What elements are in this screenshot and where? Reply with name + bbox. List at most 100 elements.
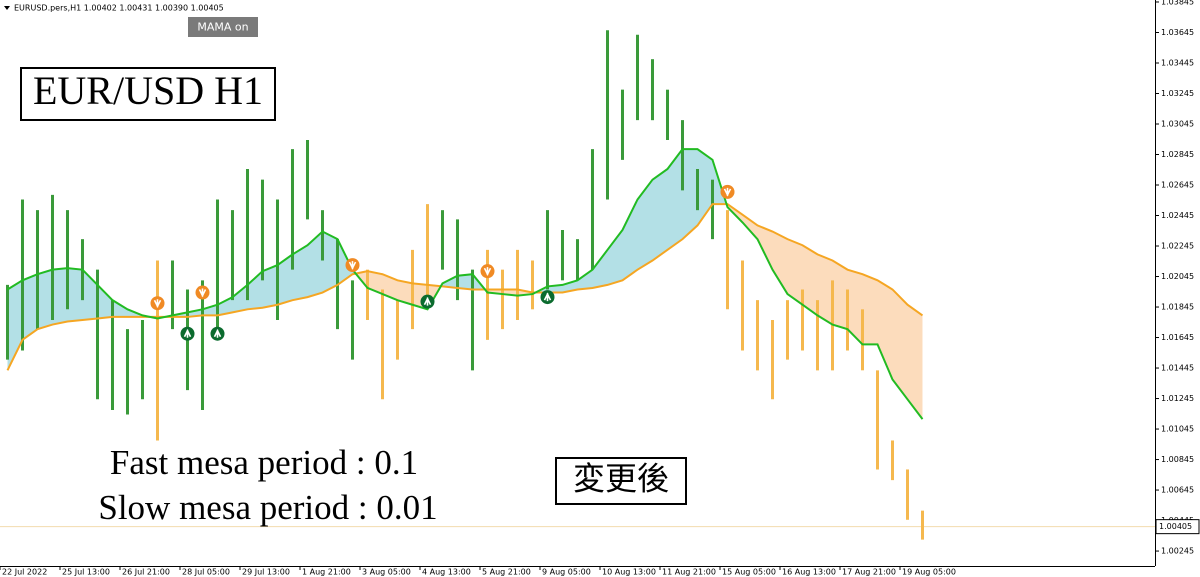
y-tick-label: 1.03245 [1161, 89, 1194, 98]
band-fill [787, 239, 803, 305]
y-tick-label: 1.01645 [1161, 333, 1194, 342]
band-fill [667, 149, 683, 250]
band-fill [277, 254, 293, 305]
y-tick-label: 1.03445 [1161, 58, 1194, 67]
band-fill [757, 225, 773, 270]
annotation: Slow mesa period : 0.01 [98, 488, 437, 527]
band-fill [337, 239, 353, 285]
x-tick-label: 28 Jul 05:00 [182, 568, 230, 577]
x-tick-label: 29 Jul 13:00 [242, 568, 290, 577]
signal-glyph [543, 292, 552, 302]
y-tick-label: 1.02245 [1161, 242, 1194, 251]
y-tick-label: 1.02045 [1161, 272, 1194, 281]
band-fill [592, 249, 608, 288]
last-price-box [1155, 519, 1200, 535]
x-tick-label: 15 Aug 05:00 [722, 568, 776, 577]
band-fill [322, 231, 338, 293]
x-tick-label: 17 Aug 21:00 [842, 568, 896, 577]
y-tick-label: 1.00245 [1161, 547, 1194, 556]
x-tick-label: 25 Jul 13:00 [62, 568, 110, 577]
band-fill [832, 260, 848, 330]
band-fill [7, 280, 23, 371]
band-fill [652, 168, 668, 261]
band-fill [307, 231, 323, 298]
band-fill [577, 269, 593, 290]
band-fill [907, 304, 923, 420]
band-fill [52, 268, 68, 325]
band-fill [742, 214, 758, 240]
band-fill [622, 199, 638, 281]
y-tick-label: 1.00845 [1161, 455, 1194, 464]
last-price-label: 1.00405 [1159, 522, 1192, 531]
band-fill [397, 280, 413, 305]
x-tick-label: 19 Aug 05:00 [902, 568, 956, 577]
band-fill [697, 149, 713, 226]
mama-button-label[interactable]: MAMA on [197, 21, 248, 34]
signal-glyph [153, 299, 162, 308]
band-fill [682, 149, 698, 240]
mama-button[interactable] [188, 17, 258, 37]
band-fill [97, 284, 113, 319]
band-fill [802, 245, 818, 316]
x-tick-label: 16 Aug 13:00 [782, 568, 836, 577]
y-tick-label: 1.03045 [1161, 119, 1194, 128]
band-fill [217, 297, 233, 316]
band-fill [772, 231, 788, 295]
x-tick-label: 10 Aug 13:00 [602, 568, 656, 577]
x-tick-label: 1 Aug 21:00 [302, 568, 351, 577]
band-fill [247, 271, 263, 310]
plot-area [0, 30, 1155, 540]
band-fill [367, 271, 383, 295]
band-fill [457, 274, 473, 290]
y-tick-label: 1.01045 [1161, 425, 1194, 434]
band-fill [292, 245, 308, 301]
y-tick-label: 1.01245 [1161, 394, 1194, 403]
x-tick-label: 4 Aug 13:00 [422, 568, 471, 577]
band-fill [877, 280, 893, 380]
y-tick-label: 1.01845 [1161, 303, 1194, 312]
band-fill [67, 268, 83, 322]
band-fill [262, 265, 278, 308]
y-tick-label: 1.02445 [1161, 211, 1194, 220]
signal-glyph [423, 296, 432, 306]
band-fill [847, 269, 863, 345]
fast-line [6, 148, 924, 420]
y-tick-label: 1.02645 [1161, 181, 1194, 190]
band-fill [382, 274, 398, 301]
y-tick-label: 1.03845 [1161, 0, 1194, 6]
signal-glyph [183, 328, 192, 338]
symbol-header: EURUSD.pers,H1 1.00402 1.00431 1.00390 1… [14, 4, 224, 13]
annotation: Fast mesa period : 0.1 [110, 443, 418, 482]
signal-glyph [723, 187, 732, 197]
signal-glyph [198, 288, 207, 298]
signal-glyph [483, 267, 492, 276]
band-fill [862, 274, 878, 345]
band-fill [607, 229, 623, 285]
band-fill [892, 289, 908, 400]
annotation: 変更後 [573, 460, 669, 496]
x-tick-label: 3 Aug 05:00 [362, 568, 411, 577]
signal-glyph [348, 261, 357, 270]
signal-glyph [213, 328, 222, 338]
band-fill [202, 304, 218, 316]
y-tick-label: 1.02845 [1161, 150, 1194, 159]
x-tick-label: 11 Aug 21:00 [662, 568, 716, 577]
annotation-box [555, 457, 687, 505]
y-tick-label: 1.01445 [1161, 364, 1194, 373]
band-fill [442, 275, 458, 288]
chart-title: EUR/USD H1 [33, 68, 263, 113]
menu-triangle[interactable] [4, 6, 10, 10]
x-tick-label: 22 Jul 2022 [2, 568, 47, 577]
y-tick-label: 1.00645 [1161, 486, 1194, 495]
x-tick-label: 26 Jul 21:00 [122, 568, 170, 577]
band-fill [637, 179, 653, 270]
band-fill [22, 274, 38, 340]
x-tick-label: 5 Aug 21:00 [482, 568, 531, 577]
band-fill [817, 254, 833, 325]
title-box [20, 67, 276, 121]
x-tick-label: 9 Aug 05:00 [542, 568, 591, 577]
band-fill [37, 269, 53, 330]
y-tick-label: 1.03645 [1161, 28, 1194, 37]
